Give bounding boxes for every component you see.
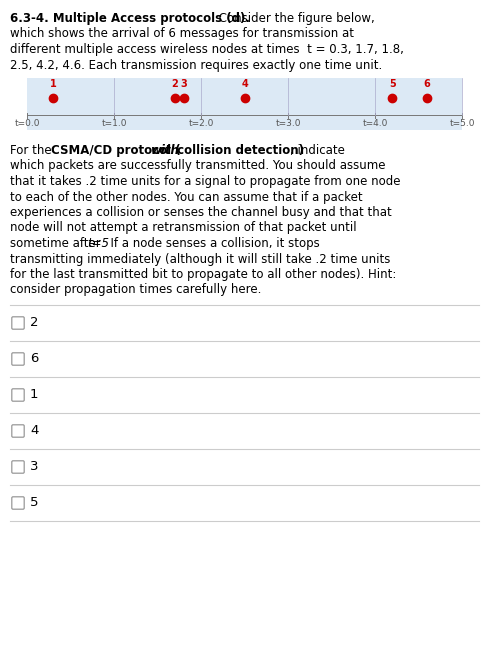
Text: , indicate: , indicate <box>289 144 344 157</box>
Text: t=5.0: t=5.0 <box>448 119 474 128</box>
FancyBboxPatch shape <box>12 353 24 365</box>
Text: which packets are successfully transmitted. You should assume: which packets are successfully transmitt… <box>10 160 385 172</box>
Text: t=2.0: t=2.0 <box>188 119 213 128</box>
Text: . If a node senses a collision, it stops: . If a node senses a collision, it stops <box>102 237 319 250</box>
Text: for the last transmitted bit to propagate to all other nodes). Hint:: for the last transmitted bit to propagat… <box>10 268 396 281</box>
Text: Consider the figure below,: Consider the figure below, <box>215 12 374 25</box>
Text: node will not attempt a retransmission of that packet until: node will not attempt a retransmission o… <box>10 221 356 235</box>
FancyBboxPatch shape <box>12 497 24 509</box>
Text: 2: 2 <box>171 79 178 89</box>
FancyBboxPatch shape <box>12 425 24 437</box>
Text: to each of the other nodes. You can assume that if a packet: to each of the other nodes. You can assu… <box>10 190 362 203</box>
Text: different multiple access wireless nodes at times  t = 0.3, 1.7, 1.8,: different multiple access wireless nodes… <box>10 43 403 56</box>
Text: 6: 6 <box>423 79 430 89</box>
Text: 4: 4 <box>30 424 38 438</box>
Text: 5: 5 <box>30 497 39 509</box>
Text: 5: 5 <box>388 79 395 89</box>
Text: t=5: t=5 <box>87 237 108 250</box>
Text: 3: 3 <box>180 79 186 89</box>
Text: which shows the arrival of 6 messages for transmission at: which shows the arrival of 6 messages fo… <box>10 27 353 41</box>
Text: with: with <box>151 144 180 157</box>
FancyBboxPatch shape <box>12 389 24 401</box>
Text: t=1.0: t=1.0 <box>101 119 126 128</box>
FancyBboxPatch shape <box>12 317 24 329</box>
Text: sometime after: sometime after <box>10 237 104 250</box>
Text: 1: 1 <box>50 79 56 89</box>
Text: 6: 6 <box>30 352 38 366</box>
Text: t=4.0: t=4.0 <box>362 119 387 128</box>
Text: experiences a collision or senses the channel busy and that that: experiences a collision or senses the ch… <box>10 206 391 219</box>
Text: CSMA/CD protocol (: CSMA/CD protocol ( <box>51 144 180 157</box>
Text: 1: 1 <box>30 388 39 402</box>
Text: t=3.0: t=3.0 <box>275 119 300 128</box>
Text: t=0.0: t=0.0 <box>14 119 40 128</box>
Text: transmitting immediately (although it will still take .2 time units: transmitting immediately (although it wi… <box>10 253 389 265</box>
Text: 4: 4 <box>241 79 247 89</box>
Text: 2.5, 4.2, 4.6. Each transmission requires exactly one time unit.: 2.5, 4.2, 4.6. Each transmission require… <box>10 59 382 72</box>
FancyBboxPatch shape <box>12 461 24 473</box>
Text: consider propagation times carefully here.: consider propagation times carefully her… <box>10 283 261 297</box>
Text: 3: 3 <box>30 460 39 473</box>
Text: 6.3-4. Multiple Access protocols (d).: 6.3-4. Multiple Access protocols (d). <box>10 12 249 25</box>
Text: that it takes .2 time units for a signal to propagate from one node: that it takes .2 time units for a signal… <box>10 175 400 188</box>
Bar <box>27 78 461 130</box>
Text: 2: 2 <box>30 317 39 329</box>
Text: collision detection): collision detection) <box>173 144 304 157</box>
Text: For the: For the <box>10 144 55 157</box>
